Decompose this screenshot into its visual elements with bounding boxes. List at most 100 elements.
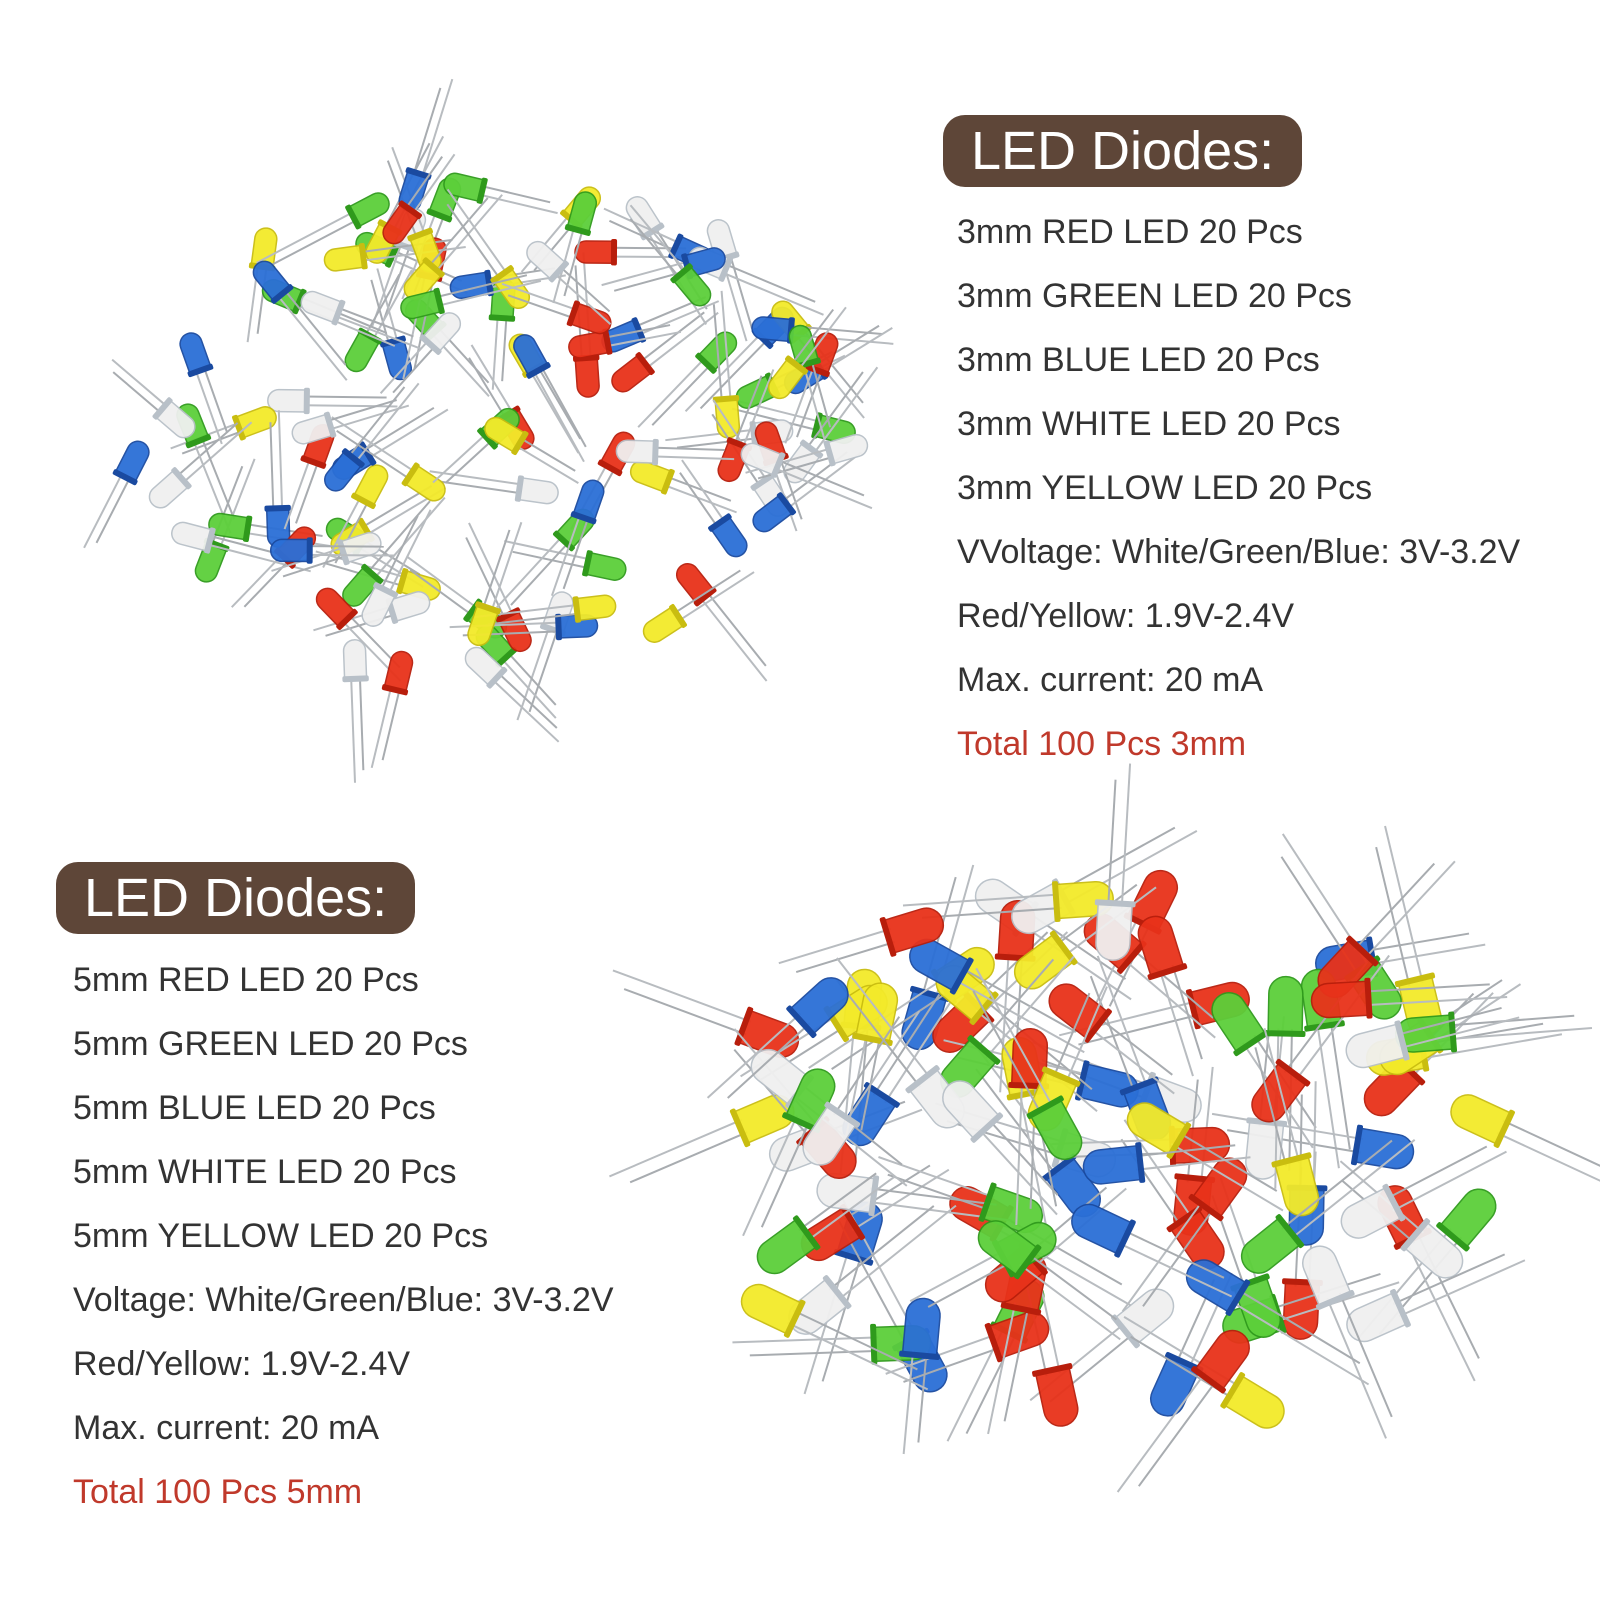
led — [179, 332, 228, 445]
led-leg — [810, 359, 832, 428]
led-leg — [491, 314, 499, 390]
led-leg — [727, 1022, 811, 1099]
led-leg — [449, 621, 562, 629]
led-body — [1082, 1144, 1144, 1185]
led-leg — [1395, 1006, 1502, 1037]
led-leg — [975, 967, 1055, 1109]
led-leg — [95, 476, 132, 544]
led-rim — [822, 1275, 852, 1310]
led-leg — [366, 408, 449, 460]
led-body — [1185, 1259, 1249, 1314]
led-body — [113, 440, 150, 485]
led — [844, 982, 899, 1141]
led-leg — [1170, 1143, 1284, 1212]
led-leg — [806, 1175, 896, 1242]
led-rim — [361, 563, 384, 585]
spec-line: Red/Yellow: 1.9V-2.4V — [73, 1345, 411, 1383]
led-rim — [484, 269, 494, 297]
led-rim — [1315, 1289, 1355, 1311]
led-leg — [444, 439, 494, 484]
led-leg — [420, 78, 454, 178]
led-leg — [672, 569, 741, 615]
led-leg — [601, 260, 690, 287]
led — [464, 646, 560, 743]
led-rim — [978, 1182, 997, 1222]
led-rim — [1041, 1066, 1081, 1087]
led-leg — [277, 410, 284, 512]
spec-list: 3mm RED LED 20 Pcs 3mm GREEN LED 20 Pcs 3m… — [957, 200, 1520, 776]
led-rim — [786, 1005, 817, 1039]
led-leg — [798, 1172, 877, 1231]
led — [1339, 1160, 1464, 1279]
led-leg — [787, 1321, 929, 1391]
led-leg — [200, 436, 236, 520]
led-rim — [823, 440, 836, 467]
led-leg — [1055, 826, 1176, 895]
led-leg — [446, 188, 509, 275]
led-leg — [732, 1336, 879, 1344]
led-body — [1190, 1157, 1248, 1220]
led-body — [1193, 1329, 1250, 1392]
led-body — [1150, 1353, 1202, 1417]
led-rim — [750, 472, 775, 491]
led-leg — [404, 156, 443, 211]
led-leg — [411, 153, 456, 216]
led-rim — [572, 596, 582, 623]
led-leg — [1353, 862, 1436, 951]
led-leg — [828, 1205, 935, 1291]
led — [1029, 1288, 1175, 1403]
spec-list: 5mm RED LED 20 Pcs 5mm GREEN LED 20 Pcs 5m… — [73, 948, 614, 1524]
led-leg — [797, 306, 847, 371]
led-leg — [795, 941, 895, 974]
led-leg — [539, 365, 587, 448]
led-leg — [609, 1118, 743, 1178]
led-rim — [1191, 1366, 1226, 1394]
led-leg — [1117, 1241, 1233, 1298]
led-leg — [514, 444, 579, 484]
led-leg — [1338, 1292, 1393, 1418]
led-rim — [1083, 1008, 1112, 1043]
led-rim — [385, 242, 401, 268]
led-leg — [1419, 1033, 1563, 1060]
led-leg — [409, 569, 474, 617]
led-body — [816, 1172, 878, 1214]
led-leg — [1134, 1144, 1236, 1158]
led — [1048, 983, 1175, 1095]
led-body — [250, 227, 278, 271]
led — [611, 311, 719, 393]
led-rim — [495, 646, 518, 668]
led-leg — [1363, 996, 1508, 1007]
led — [484, 416, 579, 484]
led-leg — [884, 987, 961, 1104]
led — [1121, 1157, 1248, 1312]
led-body — [400, 289, 444, 320]
led-body — [567, 301, 612, 335]
led — [170, 406, 277, 455]
led-rim — [477, 427, 498, 450]
led-leg — [676, 437, 758, 449]
led-leg — [1123, 1119, 1194, 1220]
led-rim — [185, 434, 212, 449]
spec-line: Max. current: 20 mA — [957, 661, 1264, 699]
led-leg — [629, 1131, 748, 1184]
led — [1123, 1315, 1285, 1429]
led-leg — [805, 371, 864, 450]
led-body — [346, 192, 390, 229]
led-rim — [514, 475, 524, 502]
spec-line: Voltage: White/Green/Blue: 3V-3.2V — [73, 1281, 614, 1319]
led-rim — [712, 394, 740, 403]
led-leg — [1003, 1305, 1030, 1422]
led-leg — [276, 293, 348, 381]
led-leg — [358, 675, 365, 771]
led-rim — [323, 411, 337, 438]
led-rim — [799, 439, 824, 459]
led-body — [1010, 1027, 1049, 1089]
led-rim — [1394, 1020, 1410, 1061]
led-leg — [406, 555, 479, 610]
led-rim — [1225, 1279, 1251, 1316]
led-leg — [778, 454, 803, 520]
led-rim — [405, 167, 432, 180]
led-leg — [412, 87, 442, 176]
led — [1302, 1245, 1393, 1439]
led-leg — [303, 404, 398, 408]
